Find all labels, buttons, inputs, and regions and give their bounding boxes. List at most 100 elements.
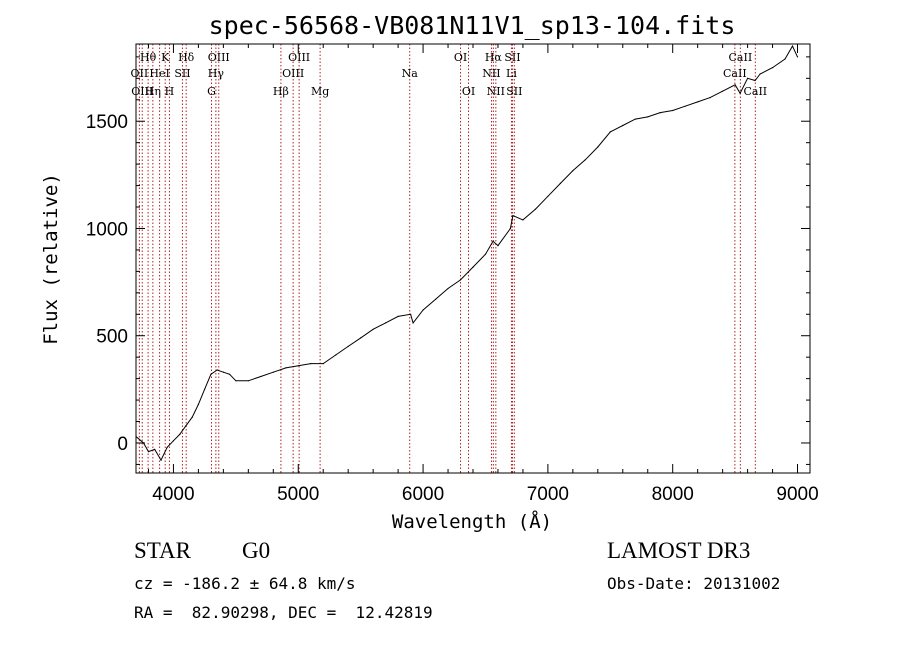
data-point-0-43 <box>534 208 537 210</box>
data-point-0-20 <box>285 367 287 369</box>
data-point-0-19 <box>272 371 274 373</box>
y-axis-title: Flux (relative) <box>40 173 62 345</box>
data-point-0-44 <box>547 195 549 197</box>
data-point-0-38 <box>492 240 494 242</box>
data-point-0-30 <box>410 313 412 315</box>
spectral-line-label-12: OIII <box>288 51 310 64</box>
spectral-line-label-16: Na <box>402 67 419 80</box>
spectral-line-label-23: Li <box>506 67 517 80</box>
data-point-0-33 <box>435 298 437 300</box>
spectral-line-label-10: Hγ <box>208 67 225 80</box>
data-point-0-51 <box>634 118 636 120</box>
redshift-text: cz = -186.2 ± 64.8 km/s <box>134 574 356 593</box>
data-point-0-29 <box>397 315 399 317</box>
spectral-line-label-2: OIII <box>131 85 153 98</box>
data-point-0-35 <box>459 279 462 281</box>
coordinates: RA = 82.90298, DEC = 12.42819 <box>134 603 433 622</box>
spectral-line-label-7: SII <box>174 67 190 80</box>
data-point-0-50 <box>622 124 624 127</box>
x-tick-label-1: 5000 <box>277 484 319 505</box>
data-point-0-58 <box>722 90 724 92</box>
ticks-layer: 4000 5000 6000 7000 8000 9000 0 500 1000 1500 <box>86 44 819 505</box>
spectral-line-label-4: HeI <box>149 67 169 80</box>
spectral-line-label-18: OI <box>462 85 475 98</box>
data-point-0-17 <box>247 380 249 382</box>
spectral-line-label-9: OIII <box>208 51 230 64</box>
spectral-line-label-26: CaII <box>723 67 747 80</box>
data-point-0-24 <box>335 354 337 356</box>
x-tick-label-2: 6000 <box>402 484 444 505</box>
data-point-0-22 <box>310 363 312 365</box>
series-line-0 <box>135 45 798 462</box>
data-point-0-8 <box>185 425 187 427</box>
spectral-line-label-20: NII <box>482 67 500 80</box>
data-point-0-63 <box>759 73 761 75</box>
spectral-line-label-17: OI <box>454 51 467 64</box>
data-point-0-14 <box>222 371 224 373</box>
data-point-0-62 <box>754 79 756 82</box>
spectral-line-label-22: SII <box>504 51 520 64</box>
spectral-line-label-5: Hη <box>145 85 161 98</box>
data-point-0-41 <box>512 215 514 217</box>
spectral-line-label-3: K <box>161 51 170 64</box>
data-point-0-5 <box>166 446 168 448</box>
x-tick-label-5: 9000 <box>776 484 818 505</box>
data-point-0-18 <box>260 375 262 378</box>
data-point-0-32 <box>422 309 424 311</box>
data-point-0-64 <box>772 67 774 69</box>
data-point-0-12 <box>210 373 212 375</box>
spectral-line-label-24: SII <box>506 85 522 98</box>
data-point-0-59 <box>734 84 736 86</box>
plot-frame <box>135 43 811 474</box>
data-point-0-31 <box>412 322 414 324</box>
spectral-line-label-25: CaII <box>729 51 753 64</box>
spectral-labels-layer: Hθ OII OIII K HeI Hη Hδ SII H OIII Hγ G OIII OIII Hβ Mg… <box>131 51 768 98</box>
data-point-0-9 <box>191 416 193 418</box>
obs-date: Obs-Date: 20131002 <box>607 574 781 593</box>
data-point-0-55 <box>684 105 686 107</box>
data-point-0-60 <box>739 92 741 94</box>
data-point-0-66 <box>791 45 794 47</box>
spectral-line-label-19: Hα <box>485 51 503 64</box>
data-point-0-49 <box>609 131 611 133</box>
spectral-line-label-6: Hδ <box>178 51 195 64</box>
data-point-0-10 <box>197 403 199 405</box>
x-tick-label-0: 4000 <box>152 484 194 505</box>
spectral-line-label-11: G <box>207 85 216 98</box>
spectral-line-label-27: CaII <box>743 85 767 98</box>
object-class: STAR <box>134 538 191 563</box>
y-tick-label-2: 1000 <box>86 219 128 240</box>
data-point-0-23 <box>322 363 324 365</box>
spectral-lines-layer <box>138 44 756 473</box>
data-point-0-57 <box>709 97 711 99</box>
chart-title: spec-56568-VB081N11V1_sp13-104.fits <box>209 11 736 40</box>
data-point-0-45 <box>559 182 562 184</box>
data-point-0-26 <box>360 337 362 339</box>
data-point-0-53 <box>659 112 661 114</box>
data-point-0-56 <box>697 101 699 103</box>
subclass: G0 <box>242 538 271 563</box>
data-point-0-67 <box>796 56 799 58</box>
spectral-line-label-14: Hβ <box>273 85 289 98</box>
data-point-0-16 <box>235 380 237 382</box>
spectral-line-label-13: OIII <box>282 67 304 80</box>
data-point-0-34 <box>447 287 449 290</box>
spectral-line-label-15: Mg <box>311 85 329 98</box>
data-point-0-40 <box>509 227 511 230</box>
data-point-0-47 <box>584 159 586 161</box>
data-point-0-65 <box>784 58 786 60</box>
data-point-0-37 <box>484 253 487 255</box>
data-point-0-2 <box>147 451 150 453</box>
data-point-0-27 <box>372 328 374 330</box>
survey-name: LAMOST DR3 <box>607 538 751 563</box>
spectral-line-label-21: NII <box>487 85 505 98</box>
data-point-0-61 <box>747 77 749 79</box>
x-axis-title: Wavelength (Å) <box>392 510 552 533</box>
data-point-0-6 <box>172 440 174 442</box>
spectral-line-label-0: Hθ <box>140 51 157 64</box>
y-tick-label-0: 0 <box>117 434 128 455</box>
data-point-0-48 <box>597 146 599 148</box>
data-point-0-11 <box>204 388 206 390</box>
data-point-0-25 <box>347 345 349 347</box>
